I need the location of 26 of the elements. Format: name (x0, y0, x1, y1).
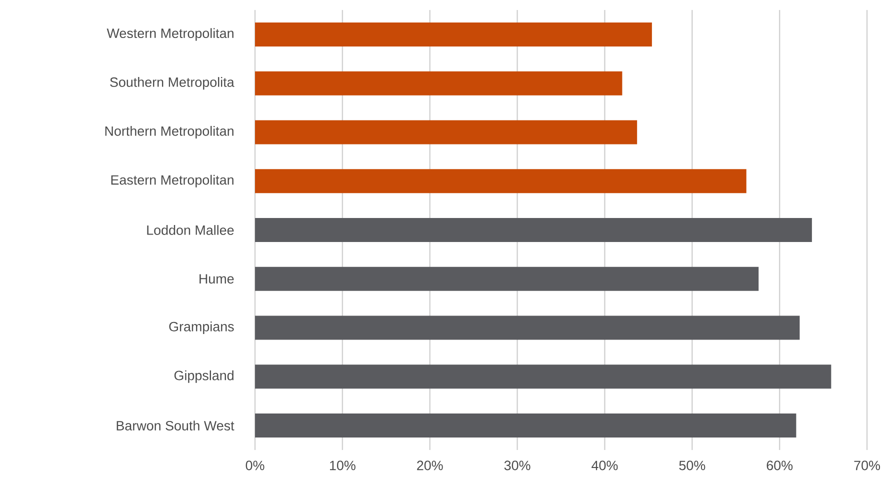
bar (255, 266, 759, 291)
x-tick-label: 0% (246, 460, 264, 470)
bar (255, 218, 812, 242)
x-tick-label: 20% (417, 460, 443, 470)
y-tick-label: Grampians (169, 322, 234, 334)
bar (255, 169, 746, 194)
x-tick-label: 30% (504, 460, 530, 470)
bar (255, 71, 622, 96)
x-tick-label: 50% (679, 460, 706, 470)
y-tick-label: Eastern Metropolitan (111, 174, 234, 188)
x-tick-label: 60% (766, 460, 793, 470)
y-tick-label: Southern Metropolita (110, 77, 234, 90)
y-tick-label: Northern Metropolitan (105, 126, 234, 138)
y-tick-label: Western Metropolitan (106, 28, 234, 41)
y-tick-label: Hume (200, 274, 234, 284)
y-tick-label: Barwon South West (116, 420, 234, 430)
y-tick-label: Gippsland (174, 370, 234, 383)
y-tick-label: Loddon Mallee (147, 225, 234, 235)
bar (255, 316, 800, 340)
x-tick-label: 70% (854, 460, 880, 470)
x-tick-label: 10% (330, 460, 356, 470)
bar (255, 414, 796, 438)
x-tick-label: 40% (592, 460, 618, 470)
bar (255, 364, 832, 389)
bar (255, 22, 652, 46)
bar (255, 120, 638, 144)
